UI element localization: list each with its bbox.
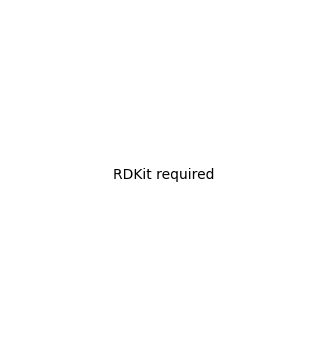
Text: RDKit required: RDKit required [113, 168, 215, 182]
